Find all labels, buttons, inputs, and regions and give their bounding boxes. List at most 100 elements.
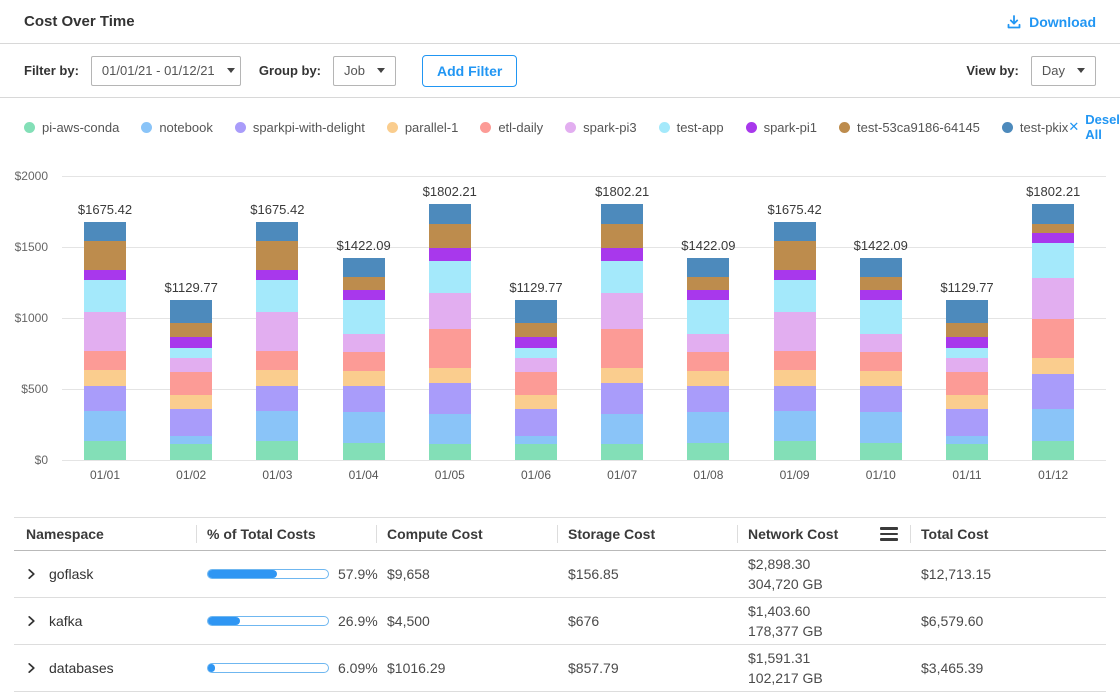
bar-segment-test-pkix[interactable] [687,258,729,277]
bar-segment-test-pkix[interactable] [946,300,988,323]
bar-segment-test-app[interactable] [256,280,298,312]
bar-segment-etl-daily[interactable] [601,329,643,367]
date-range-select[interactable]: 01/01/21 - 01/12/21 [91,56,241,86]
bar-segment-test-53ca9186-64145[interactable] [256,241,298,270]
bar-segment-notebook[interactable] [860,412,902,443]
chevron-right-icon[interactable] [26,568,37,580]
bar-segment-notebook[interactable] [601,414,643,443]
bar-segment-pi-aws-conda[interactable] [946,444,988,460]
bar-segment-notebook[interactable] [515,436,557,444]
bar-segment-spark-pi3[interactable] [429,293,471,329]
bar-segment-spark-pi1[interactable] [860,290,902,301]
stacked-bar-01/08[interactable] [687,258,729,460]
stacked-bar-01/02[interactable] [170,300,212,460]
bar-segment-notebook[interactable] [1032,409,1074,442]
bar-segment-spark-pi1[interactable] [687,290,729,301]
deselect-all-button[interactable]: ✕ Deselect All [1068,112,1120,142]
bar-segment-parallel-1[interactable] [170,395,212,409]
bar-segment-test-53ca9186-64145[interactable] [601,224,643,247]
bar-segment-parallel-1[interactable] [429,368,471,383]
legend-item-notebook[interactable]: notebook [141,120,213,135]
bar-segment-test-app[interactable] [774,280,816,312]
bar-segment-spark-pi1[interactable] [343,290,385,301]
bar-segment-test-app[interactable] [1032,243,1074,278]
bar-segment-spark-pi1[interactable] [84,270,126,280]
bar-segment-test-app[interactable] [170,348,212,359]
bar-segment-test-53ca9186-64145[interactable] [860,277,902,289]
download-button[interactable]: Download [1006,14,1096,30]
bar-segment-sparkpi-with-delight[interactable] [860,386,902,412]
bar-segment-test-pkix[interactable] [84,222,126,241]
bar-segment-notebook[interactable] [687,412,729,443]
stacked-bar-01/04[interactable] [343,258,385,460]
bar-segment-parallel-1[interactable] [601,368,643,383]
bar-segment-etl-daily[interactable] [256,351,298,371]
bar-segment-spark-pi1[interactable] [1032,233,1074,244]
bar-segment-sparkpi-with-delight[interactable] [687,386,729,412]
stacked-bar-01/06[interactable] [515,300,557,460]
bar-segment-spark-pi3[interactable] [601,293,643,329]
bar-segment-parallel-1[interactable] [1032,358,1074,374]
bar-segment-spark-pi1[interactable] [774,270,816,280]
bar-segment-parallel-1[interactable] [256,370,298,386]
bar-segment-pi-aws-conda[interactable] [687,443,729,460]
bar-segment-pi-aws-conda[interactable] [84,441,126,460]
bar-segment-sparkpi-with-delight[interactable] [946,409,988,436]
bar-segment-etl-daily[interactable] [946,372,988,395]
bar-segment-test-pkix[interactable] [1032,204,1074,224]
bar-segment-test-app[interactable] [515,348,557,359]
bar-segment-test-pkix[interactable] [860,258,902,277]
legend-item-parallel-1[interactable]: parallel-1 [387,120,458,135]
bar-segment-sparkpi-with-delight[interactable] [515,409,557,436]
bar-segment-test-pkix[interactable] [774,222,816,241]
bar-segment-spark-pi1[interactable] [601,248,643,261]
legend-item-test-53ca9186-64145[interactable]: test-53ca9186-64145 [839,120,980,135]
bar-segment-test-app[interactable] [429,261,471,293]
bar-segment-sparkpi-with-delight[interactable] [429,383,471,414]
add-filter-button[interactable]: Add Filter [422,55,517,87]
stacked-bar-01/03[interactable] [256,222,298,460]
bar-segment-parallel-1[interactable] [946,395,988,409]
bar-segment-test-53ca9186-64145[interactable] [774,241,816,270]
table-row[interactable]: kafka26.9%$4,500$676$1,403.60178,377 GB$… [14,598,1106,645]
bar-segment-test-53ca9186-64145[interactable] [1032,224,1074,233]
bar-segment-test-53ca9186-64145[interactable] [429,224,471,247]
bar-segment-pi-aws-conda[interactable] [515,444,557,460]
bar-segment-etl-daily[interactable] [429,329,471,367]
legend-item-sparkpi-with-delight[interactable]: sparkpi-with-delight [235,120,365,135]
stacked-bar-01/09[interactable] [774,222,816,460]
table-row[interactable]: databases6.09%$1016.29$857.79$1,591.3110… [14,645,1106,692]
bar-segment-test-53ca9186-64145[interactable] [515,323,557,337]
stacked-bar-01/10[interactable] [860,258,902,460]
bar-segment-etl-daily[interactable] [170,372,212,395]
legend-item-test-app[interactable]: test-app [659,120,724,135]
bar-segment-test-app[interactable] [687,300,729,334]
bar-segment-sparkpi-with-delight[interactable] [774,386,816,411]
bar-segment-pi-aws-conda[interactable] [774,441,816,460]
bar-segment-etl-daily[interactable] [687,352,729,371]
bar-segment-notebook[interactable] [343,412,385,443]
column-menu-icon[interactable] [878,525,900,543]
bar-segment-spark-pi1[interactable] [170,337,212,348]
bar-segment-spark-pi3[interactable] [256,312,298,350]
legend-item-spark-pi1[interactable]: spark-pi1 [746,120,817,135]
stacked-bar-01/12[interactable] [1032,204,1074,460]
bar-segment-test-pkix[interactable] [170,300,212,323]
legend-item-spark-pi3[interactable]: spark-pi3 [565,120,636,135]
bar-segment-parallel-1[interactable] [860,371,902,386]
bar-segment-notebook[interactable] [946,436,988,444]
bar-segment-etl-daily[interactable] [774,351,816,371]
bar-segment-test-53ca9186-64145[interactable] [343,277,385,289]
bar-segment-pi-aws-conda[interactable] [170,444,212,460]
stacked-bar-01/05[interactable] [429,204,471,460]
bar-segment-spark-pi1[interactable] [515,337,557,348]
bar-segment-spark-pi3[interactable] [1032,278,1074,318]
bar-segment-etl-daily[interactable] [860,352,902,371]
bar-segment-notebook[interactable] [84,411,126,441]
legend-item-pi-aws-conda[interactable]: pi-aws-conda [24,120,119,135]
legend-item-etl-daily[interactable]: etl-daily [480,120,543,135]
bar-segment-pi-aws-conda[interactable] [256,441,298,460]
bar-segment-notebook[interactable] [170,436,212,444]
bar-segment-spark-pi3[interactable] [84,312,126,350]
bar-segment-parallel-1[interactable] [774,370,816,386]
